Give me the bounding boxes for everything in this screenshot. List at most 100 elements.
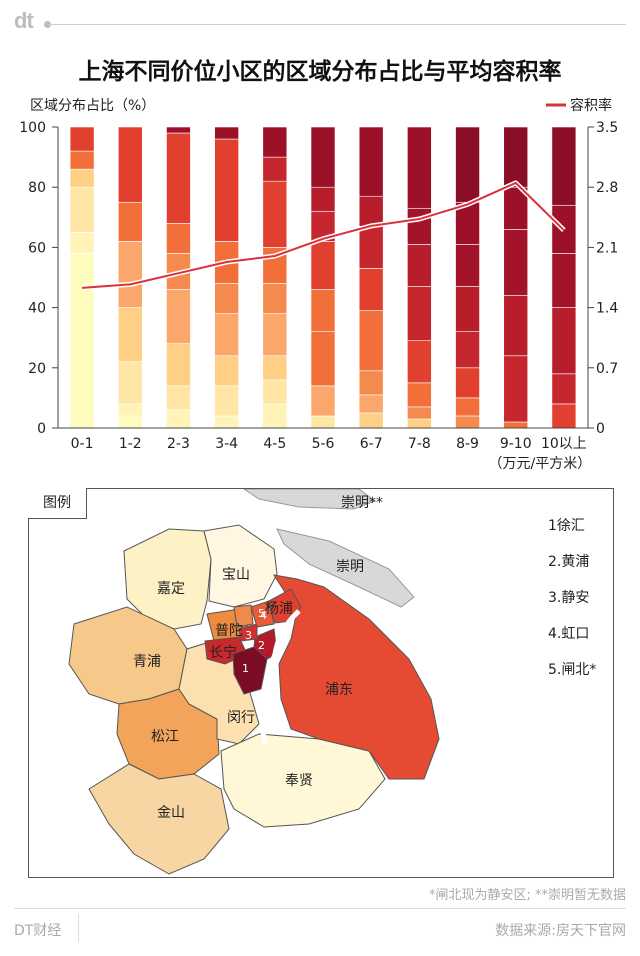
x-tick-label: 8-9 [456, 436, 479, 452]
district-fengxian [220, 733, 386, 828]
map-label-fengxian: 奉贤 [285, 773, 313, 789]
bar-segment [407, 340, 432, 384]
x-tick-label: 10以上 [541, 436, 587, 452]
y-tick-left: 40 [28, 301, 46, 317]
bar-segment [117, 201, 143, 242]
chongming-small-island [276, 528, 415, 608]
bar-segment [214, 415, 239, 429]
map-label-jiading: 嘉定 [157, 581, 185, 597]
bar-segment [455, 415, 480, 429]
bar-segment [117, 361, 143, 405]
bar-segment [358, 226, 384, 269]
bar-segment [358, 310, 384, 372]
map-number-4-visible: 4 [260, 609, 267, 622]
bar-segment [166, 343, 191, 387]
key-item-jingan: 3.静安 [548, 590, 590, 606]
bar-segment [503, 295, 529, 357]
footer-brand: DT财经 [14, 923, 62, 939]
district-jiading [123, 528, 212, 630]
bar-segment [455, 286, 480, 332]
bar-segment [166, 385, 191, 411]
bar-segment [166, 126, 191, 134]
y-tick-right: 3.5 [596, 120, 618, 136]
map-label-pudong: 浦东 [325, 682, 353, 698]
bar-segment [69, 253, 95, 429]
x-tick-label: 2-3 [167, 436, 190, 452]
bar-segment [69, 150, 95, 170]
y-tick-right: 0 [596, 421, 605, 437]
bar-segment [69, 186, 95, 233]
bar-segment [214, 355, 239, 387]
bar-segment [455, 397, 480, 417]
key-item-zhabei: 5.闸北* [548, 662, 597, 678]
x-tick-label: 5-6 [312, 436, 335, 452]
x-tick-label: 4-5 [263, 436, 286, 452]
bar-segment [310, 385, 336, 417]
bar-segment [262, 156, 288, 182]
x-axis-unit: （万元/平方米） [489, 456, 592, 472]
district-baoshan [203, 524, 278, 608]
y-tick-left: 20 [28, 361, 46, 377]
map-number-2: 2 [258, 639, 265, 652]
line-series-rongjilv [82, 181, 565, 289]
bar-segment [166, 132, 191, 224]
bar-segment [455, 244, 480, 287]
footer-rule [14, 908, 626, 909]
map-label-changning: 长宁 [209, 644, 237, 661]
x-tick-label: 0-1 [71, 436, 94, 452]
bar-segment [407, 244, 432, 287]
bar-segment [551, 126, 577, 206]
bar-segment [455, 331, 480, 369]
bar-segment [310, 241, 336, 290]
y-tick-left: 0 [37, 421, 46, 437]
bar-segment [310, 126, 336, 188]
header-dot [44, 21, 51, 28]
bar-segment [262, 403, 288, 429]
bar-segment [214, 385, 239, 417]
bar-segment [262, 283, 288, 314]
bar-segment [166, 289, 191, 345]
x-tick-label: 9-10 [500, 436, 532, 452]
bar-segment [310, 415, 336, 429]
x-tick-label: 3-4 [215, 436, 238, 452]
bar-segment [551, 307, 577, 375]
bar-segment [455, 126, 480, 203]
y-axis-left-title: 区域分布占比（%） [30, 98, 155, 114]
x-tick-label: 1-2 [119, 436, 142, 452]
bar-segment [358, 195, 384, 227]
map-legend-title: 图例 [28, 488, 87, 519]
bar-segment [117, 415, 143, 429]
bar-segment [551, 253, 577, 308]
map-label-minhang: 闵行 [227, 710, 255, 726]
y-tick-left: 80 [28, 180, 46, 196]
bar-segment [117, 126, 143, 203]
district-songjiang [116, 688, 220, 780]
district-key-list: 1徐汇 2.黄浦 3.静安 4.虹口 5.闸北* [548, 516, 618, 696]
map-label-chongming-star: 崇明** [341, 495, 383, 511]
bar-segment [117, 241, 143, 308]
district-jinshan [88, 763, 230, 875]
bar-segment [358, 268, 384, 311]
bar-segment [551, 403, 577, 429]
bar-segment [358, 412, 384, 429]
bar-segment [358, 394, 384, 414]
bar-segment [310, 331, 336, 387]
bar-segment [214, 313, 239, 357]
bar-segment [262, 379, 288, 405]
bar-segment [214, 126, 239, 140]
bar-segment [503, 229, 529, 296]
key-item-hongkou: 4.虹口 [548, 626, 590, 642]
map-label-songjiang: 松江 [151, 729, 179, 745]
bar-segment [503, 126, 529, 188]
map-label-yangpu: 杨浦 [265, 601, 293, 617]
y-tick-right: 2.8 [596, 180, 618, 196]
map-number-5: 5 [258, 607, 265, 620]
bar-segment [358, 370, 384, 396]
map-label-baoshan: 宝山 [222, 567, 250, 583]
y-tick-left: 60 [28, 240, 46, 256]
map-label-jinshan: 金山 [157, 805, 185, 821]
bar-segment [407, 418, 432, 429]
chart-title: 上海不同价位小区的区域分布占比与平均容积率 [78, 59, 562, 85]
bar-segment [503, 421, 529, 429]
bar-segment [455, 367, 480, 399]
